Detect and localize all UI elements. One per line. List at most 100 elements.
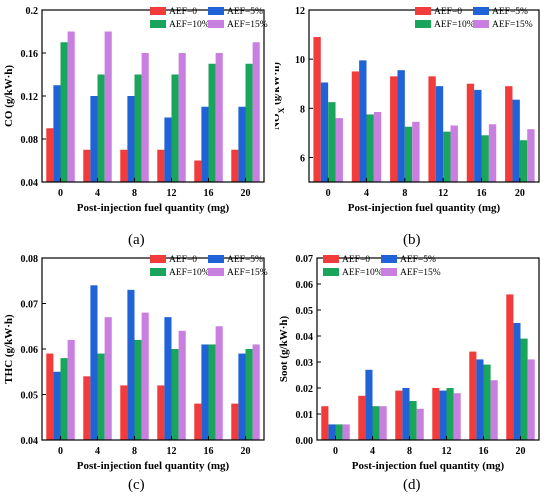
x-tick-label: 0 <box>58 188 63 199</box>
y-tick-label: 10 <box>295 55 305 66</box>
x-tick-label: 4 <box>364 188 369 199</box>
y-tick-label: 0.2 <box>26 6 39 17</box>
legend-swatch <box>323 255 339 263</box>
bar-2-2 <box>134 74 142 182</box>
bar-0-2 <box>328 102 336 182</box>
bar-2-2 <box>134 339 142 440</box>
plot-frame <box>41 257 265 441</box>
y-tick-label: 0.04 <box>21 436 39 447</box>
panel-label-a: (a) <box>128 232 145 248</box>
bar-4-0 <box>469 351 477 440</box>
y-tick-label: 8 <box>300 104 305 115</box>
legend-swatch <box>473 7 489 15</box>
bar-1-3 <box>104 31 112 182</box>
bar-4-0 <box>466 83 475 182</box>
x-tick-label: 16 <box>479 446 489 457</box>
bar-0-2 <box>335 424 343 440</box>
bar-3-2 <box>171 74 179 182</box>
legend-label: AEF=10% <box>434 20 475 30</box>
legend-swatch <box>415 7 431 15</box>
bar-1-1 <box>90 96 98 182</box>
bar-0-1 <box>320 82 329 182</box>
bar-5-0 <box>506 294 514 440</box>
bar-5-1 <box>238 106 246 182</box>
bar-4-2 <box>208 344 216 440</box>
x-axis-label: Post-injection fuel quantity (mg) <box>77 202 230 214</box>
bar-3-0 <box>432 388 440 440</box>
bar-4-1 <box>474 89 482 182</box>
bar-1-0 <box>351 71 360 182</box>
y-axis-label: NOX (g/kW·h) <box>275 62 286 130</box>
bar-2-3 <box>416 408 424 440</box>
x-tick-label: 8 <box>132 446 137 457</box>
y-axis-label: THC (g/kW·h) <box>3 314 15 384</box>
y-tick-label: 0.08 <box>21 135 39 146</box>
x-tick-label: 8 <box>402 188 407 199</box>
bar-0-3 <box>67 339 75 440</box>
bar-5-2 <box>519 140 528 182</box>
bar-4-3 <box>215 326 223 440</box>
legend-swatch <box>150 268 166 276</box>
bar-4-2 <box>483 364 491 440</box>
bar-5-1 <box>238 353 246 440</box>
y-tick-label: 0.05 <box>296 306 314 317</box>
bar-1-1 <box>365 369 373 440</box>
legend-label: AEF=0 <box>169 255 197 265</box>
bar-1-3 <box>379 406 387 440</box>
bar-2-2 <box>409 401 417 440</box>
bar-0-0 <box>46 353 54 440</box>
x-tick-label: 12 <box>438 188 448 199</box>
bar-0-0 <box>321 406 329 440</box>
legend-label: AEF=5% <box>492 7 528 17</box>
plot-frame <box>308 9 540 183</box>
x-tick-label: 0 <box>58 446 63 457</box>
chart-soot: 0.00 0.01 0.02 0.03 0.04 0.05 0.06 0.07 0 4 8 12 16 2… <box>278 254 540 472</box>
legend: AEF=0 AEF=5% AEF=10% AEF=15% <box>323 255 441 278</box>
bar-4-1 <box>201 106 209 182</box>
legend: AEF=0 AEF=5% AEF=10% AEF=15% <box>415 7 533 30</box>
bar-2-3 <box>141 53 149 182</box>
bar-4-1 <box>476 359 484 440</box>
bar-4-2 <box>481 135 489 182</box>
bar-5-0 <box>505 86 513 182</box>
bar-3-0 <box>157 385 165 440</box>
bar-3-0 <box>428 76 436 182</box>
y-tick-label: 0.02 <box>296 384 314 395</box>
bar-2-2 <box>404 126 413 182</box>
bar-1-2 <box>97 353 105 440</box>
bar-3-1 <box>164 317 172 440</box>
bar-0-0 <box>313 37 321 182</box>
y-tick-label: 0.08 <box>21 254 39 265</box>
bar-3-1 <box>164 117 172 182</box>
legend-label: AEF=15% <box>227 268 268 278</box>
x-tick-label: 8 <box>132 188 137 199</box>
bar-5-3 <box>527 359 535 440</box>
bar-4-3 <box>488 124 497 182</box>
legend-swatch <box>381 268 397 276</box>
bar-4-0 <box>194 160 202 182</box>
bar-4-1 <box>201 344 209 440</box>
panel-label-b: (b) <box>403 232 421 248</box>
chart-nox: 6 8 10 12 0 4 8 12 16 20 Post-injection fuel quant… <box>275 6 540 214</box>
legend-label: AEF=5% <box>400 255 436 265</box>
y-tick-label: 0.12 <box>21 92 39 103</box>
legend-swatch <box>208 20 224 28</box>
x-tick-label: 4 <box>370 446 375 457</box>
bar-1-1 <box>359 60 367 183</box>
bar-1-3 <box>104 317 112 440</box>
legend-swatch <box>150 255 166 263</box>
y-tick-label: 0.16 <box>21 49 39 60</box>
y-tick-label: 0.01 <box>296 410 314 421</box>
x-tick-label: 16 <box>477 188 487 199</box>
bar-2-0 <box>395 390 403 440</box>
panel-label-d: (d) <box>403 477 421 493</box>
bar-0-1 <box>53 85 61 182</box>
bar-0-1 <box>53 371 61 440</box>
legend-label: AEF=0 <box>434 7 462 17</box>
x-tick-label: 20 <box>241 446 251 457</box>
bar-1-3 <box>373 111 382 182</box>
bar-3-3 <box>178 330 186 440</box>
bar-3-1 <box>435 86 444 182</box>
bar-2-0 <box>120 149 128 182</box>
x-axis-label: Post-injection fuel quantity (mg) <box>352 460 505 472</box>
